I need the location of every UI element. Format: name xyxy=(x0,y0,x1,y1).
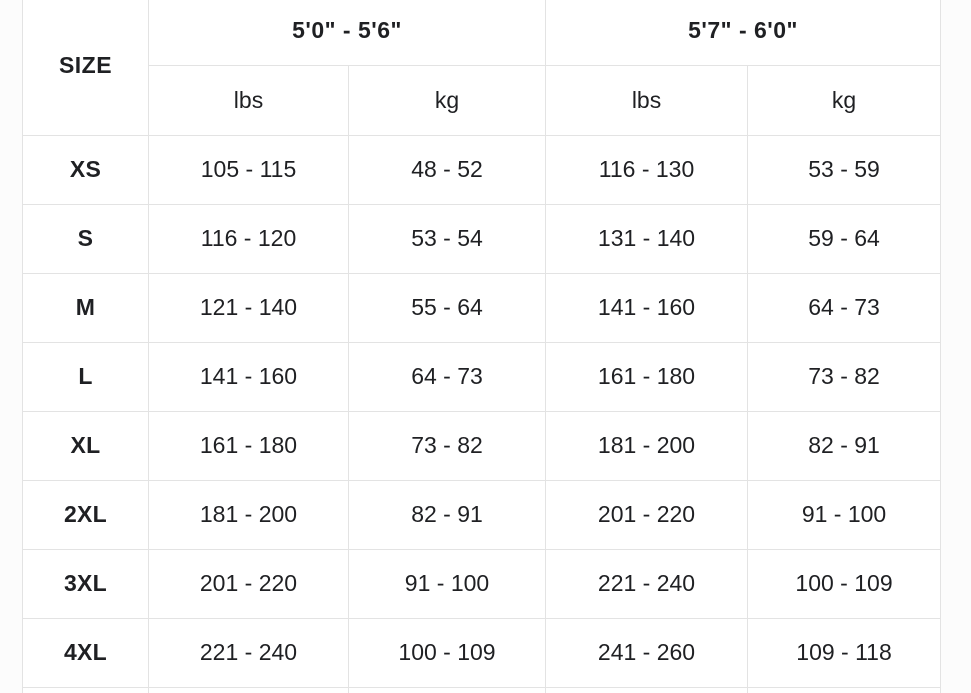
range-cell: 131 - 140 xyxy=(545,204,749,274)
height-group-header-2: 5'7" - 6'0" xyxy=(545,0,942,66)
table-row-3xl: 3XL 201 - 220 91 - 100 221 - 240 100 - 1… xyxy=(22,549,942,619)
range-cell: 221 - 240 xyxy=(545,549,749,619)
empty-cell xyxy=(148,687,349,693)
range-cell: 73 - 82 xyxy=(347,411,547,481)
size-label: L xyxy=(22,342,149,412)
empty-cell xyxy=(22,687,149,693)
unit-header-kg-2: kg xyxy=(747,65,942,136)
range-cell: 201 - 220 xyxy=(148,549,349,619)
size-label: XS xyxy=(22,135,149,205)
range-cell: 181 - 200 xyxy=(148,480,349,550)
table-row-l: L 141 - 160 64 - 73 161 - 180 73 - 82 xyxy=(22,342,942,412)
range-cell: 121 - 140 xyxy=(148,273,349,343)
empty-cell xyxy=(747,687,942,693)
range-cell: 64 - 73 xyxy=(747,273,942,343)
range-cell: 64 - 73 xyxy=(347,342,547,412)
unit-header-lbs-1: lbs xyxy=(148,65,349,136)
size-chart-table: SIZE 5'0" - 5'6" 5'7" - 6'0" lbs kg lbs … xyxy=(22,0,942,693)
unit-header-kg-1: kg xyxy=(347,65,547,136)
range-cell: 48 - 52 xyxy=(347,135,547,205)
range-cell: 116 - 120 xyxy=(148,204,349,274)
range-cell: 105 - 115 xyxy=(148,135,349,205)
range-cell: 141 - 160 xyxy=(545,273,749,343)
unit-header-lbs-2: lbs xyxy=(545,65,749,136)
range-cell: 82 - 91 xyxy=(347,480,547,550)
header-unit-row: lbs kg lbs kg xyxy=(23,65,942,136)
size-label: 4XL xyxy=(22,618,149,688)
range-cell: 55 - 64 xyxy=(347,273,547,343)
size-label: S xyxy=(22,204,149,274)
table-row-xl: XL 161 - 180 73 - 82 181 - 200 82 - 91 xyxy=(22,411,942,481)
height-group-header-1: 5'0" - 5'6" xyxy=(147,0,547,66)
range-cell: 221 - 240 xyxy=(148,618,349,688)
range-cell: 109 - 118 xyxy=(747,618,942,688)
range-cell: 53 - 54 xyxy=(347,204,547,274)
range-cell: 91 - 100 xyxy=(747,480,942,550)
size-label: 2XL xyxy=(22,480,149,550)
size-label: M xyxy=(22,273,149,343)
range-cell: 241 - 260 xyxy=(545,618,749,688)
range-cell: 161 - 180 xyxy=(148,411,349,481)
table-row-s: S 116 - 120 53 - 54 131 - 140 59 - 64 xyxy=(22,204,942,274)
size-chart-container: SIZE 5'0" - 5'6" 5'7" - 6'0" lbs kg lbs … xyxy=(22,0,942,693)
table-row-2xl: 2XL 181 - 200 82 - 91 201 - 220 91 - 100 xyxy=(22,480,942,550)
range-cell: 53 - 59 xyxy=(747,135,942,205)
range-cell: 141 - 160 xyxy=(148,342,349,412)
range-cell: 181 - 200 xyxy=(545,411,749,481)
size-label: XL xyxy=(22,411,149,481)
table-row-4xl: 4XL 221 - 240 100 - 109 241 - 260 109 - … xyxy=(22,618,942,688)
range-cell: 161 - 180 xyxy=(545,342,749,412)
table-row-partial xyxy=(22,687,942,693)
range-cell: 59 - 64 xyxy=(747,204,942,274)
table-row-xs: XS 105 - 115 48 - 52 116 - 130 53 - 59 xyxy=(22,135,942,205)
range-cell: 116 - 130 xyxy=(545,135,749,205)
empty-cell xyxy=(545,687,749,693)
range-cell: 73 - 82 xyxy=(747,342,942,412)
header-group-row: SIZE 5'0" - 5'6" 5'7" - 6'0" xyxy=(22,0,942,136)
range-cell: 82 - 91 xyxy=(747,411,942,481)
range-cell: 100 - 109 xyxy=(747,549,942,619)
size-label: 3XL xyxy=(22,549,149,619)
range-cell: 91 - 100 xyxy=(347,549,547,619)
table-row-m: M 121 - 140 55 - 64 141 - 160 64 - 73 xyxy=(22,273,942,343)
range-cell: 100 - 109 xyxy=(347,618,547,688)
size-column-header: SIZE xyxy=(22,0,149,136)
range-cell: 201 - 220 xyxy=(545,480,749,550)
empty-cell xyxy=(347,687,547,693)
